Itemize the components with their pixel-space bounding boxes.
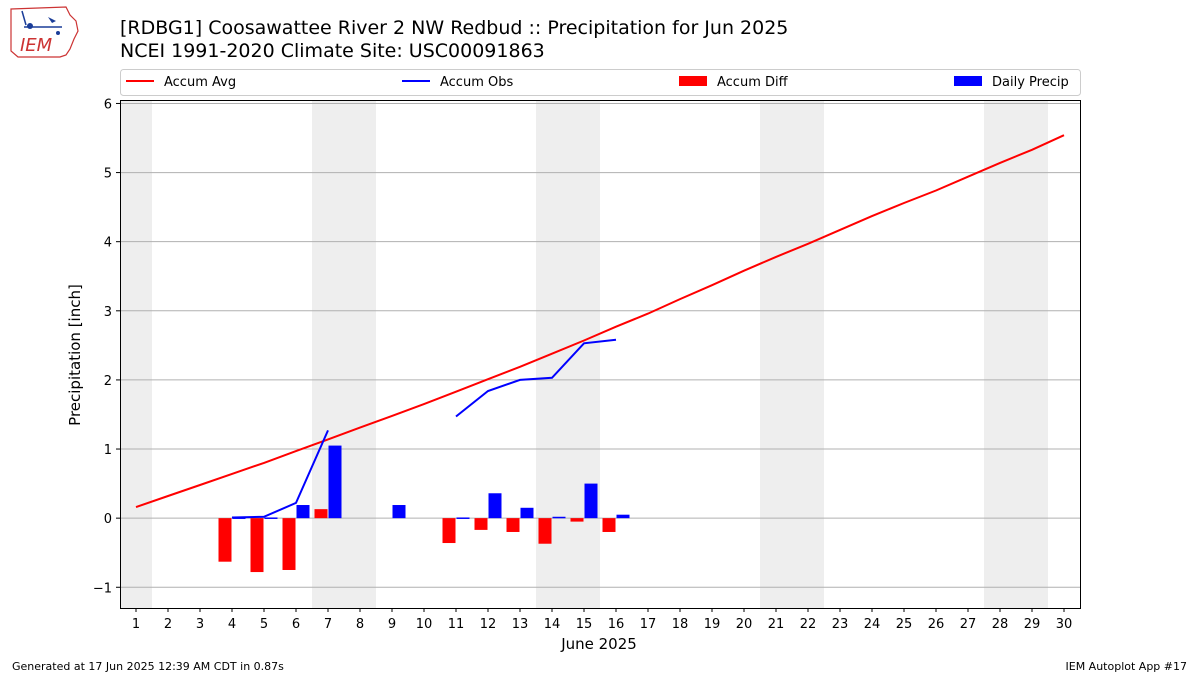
daily-precip-bar — [456, 517, 470, 519]
weekend-shade-band — [312, 100, 344, 608]
x-tick-label: 24 — [864, 617, 881, 632]
accum-obs-line — [231, 338, 617, 519]
weekend-shade-band — [760, 100, 792, 608]
x-tick-label: 17 — [640, 617, 657, 632]
x-tick-label: 4 — [228, 617, 236, 632]
daily-precip-bar — [552, 516, 566, 519]
weekend-shade-band — [984, 100, 1016, 608]
legend-swatch-accum-diff — [679, 76, 707, 86]
x-tick-label: 30 — [1056, 617, 1073, 632]
x-tick-label: 26 — [928, 617, 945, 632]
accum-diff-bar — [282, 518, 296, 570]
generated-timestamp: Generated at 17 Jun 2025 12:39 AM CDT in… — [12, 660, 284, 673]
x-tick-label: 19 — [704, 617, 721, 632]
x-tick-label: 15 — [576, 617, 593, 632]
x-tick-label: 28 — [992, 617, 1009, 632]
accum-diff-bar — [442, 518, 456, 544]
app-label: IEM Autoplot App #17 — [1065, 660, 1188, 673]
legend-label-accum-avg: Accum Avg — [164, 75, 236, 90]
y-tick-label: 1 — [104, 443, 112, 458]
accum-avg-line — [135, 134, 1065, 509]
accum-diff-bar — [314, 509, 328, 519]
daily-precip-bar — [488, 493, 502, 519]
weekend-shade-band — [1016, 100, 1048, 608]
x-tick-label: 29 — [1024, 617, 1041, 632]
legend: Accum Avg Accum Obs Accum Diff Daily Pre… — [120, 69, 1081, 96]
weekend-shade-band — [120, 100, 152, 608]
daily-precip-bar — [392, 505, 406, 519]
x-tick-label: 14 — [544, 617, 561, 632]
accum-diff-bar — [250, 518, 264, 573]
legend-box — [120, 69, 1081, 96]
y-tick-label: 2 — [104, 374, 112, 389]
accum-diff-bar — [570, 518, 584, 522]
x-tick-label: 23 — [832, 617, 849, 632]
y-tick-label: 6 — [104, 97, 112, 112]
x-tick-label: 18 — [672, 617, 689, 632]
accum-diff-bar — [474, 518, 488, 530]
daily-precip-bar — [520, 507, 534, 519]
legend-swatch-daily-precip — [954, 76, 982, 86]
x-tick-label: 12 — [480, 617, 497, 632]
x-tick-label: 1 — [132, 617, 140, 632]
series-lines — [135, 134, 1065, 519]
weekend-shade-band — [792, 100, 824, 608]
daily-precip-bar — [584, 483, 598, 519]
x-tick-label: 7 — [324, 617, 332, 632]
y-tick-label: −1 — [93, 581, 112, 596]
x-tick-label: 8 — [356, 617, 364, 632]
daily-precip-bar — [296, 505, 310, 519]
chart-subtitle: NCEI 1991-2020 Climate Site: USC00091863 — [120, 40, 545, 62]
x-tick-label: 10 — [416, 617, 433, 632]
legend-label-daily-precip: Daily Precip — [992, 75, 1069, 90]
daily-precip-bar — [264, 517, 278, 519]
legend-label-accum-diff: Accum Diff — [717, 75, 789, 90]
x-tick-label: 16 — [608, 617, 625, 632]
x-tick-label: 21 — [768, 617, 785, 632]
y-tick-label: 0 — [104, 512, 112, 527]
y-axis-label: Precipitation [inch] — [66, 284, 84, 426]
x-axis-label: June 2025 — [560, 635, 637, 653]
plot-frame — [120, 100, 1081, 609]
daily-precip-bar — [616, 514, 630, 519]
chart-title: [RDBG1] Coosawattee River 2 NW Redbud ::… — [120, 17, 789, 39]
x-tick-label: 11 — [448, 617, 465, 632]
x-tick-label: 13 — [512, 617, 529, 632]
x-tick-label: 25 — [896, 617, 913, 632]
x-tick-label: 6 — [292, 617, 300, 632]
grid-lines — [120, 102, 1080, 588]
x-tick-label: 2 — [164, 617, 172, 632]
x-tick-label: 3 — [196, 617, 204, 632]
x-tick-label: 22 — [800, 617, 817, 632]
y-tick-label: 3 — [104, 305, 112, 320]
x-tick-label: 27 — [960, 617, 977, 632]
weekend-shade-band — [344, 100, 376, 608]
logo-text: IEM — [20, 35, 53, 56]
x-tick-label: 20 — [736, 617, 753, 632]
y-tick-label: 5 — [104, 167, 112, 182]
iem-logo: IEM — [8, 5, 80, 59]
y-tick-label: 4 — [104, 236, 112, 251]
daily-precip-bar — [328, 445, 342, 519]
accum-diff-bar — [218, 518, 232, 562]
accum-diff-bar — [506, 518, 520, 532]
x-tick-label: 9 — [388, 617, 396, 632]
legend-label-accum-obs: Accum Obs — [440, 75, 513, 90]
accum-diff-bar — [538, 518, 552, 544]
x-tick-label: 5 — [260, 617, 268, 632]
accum-diff-bar — [602, 518, 616, 532]
